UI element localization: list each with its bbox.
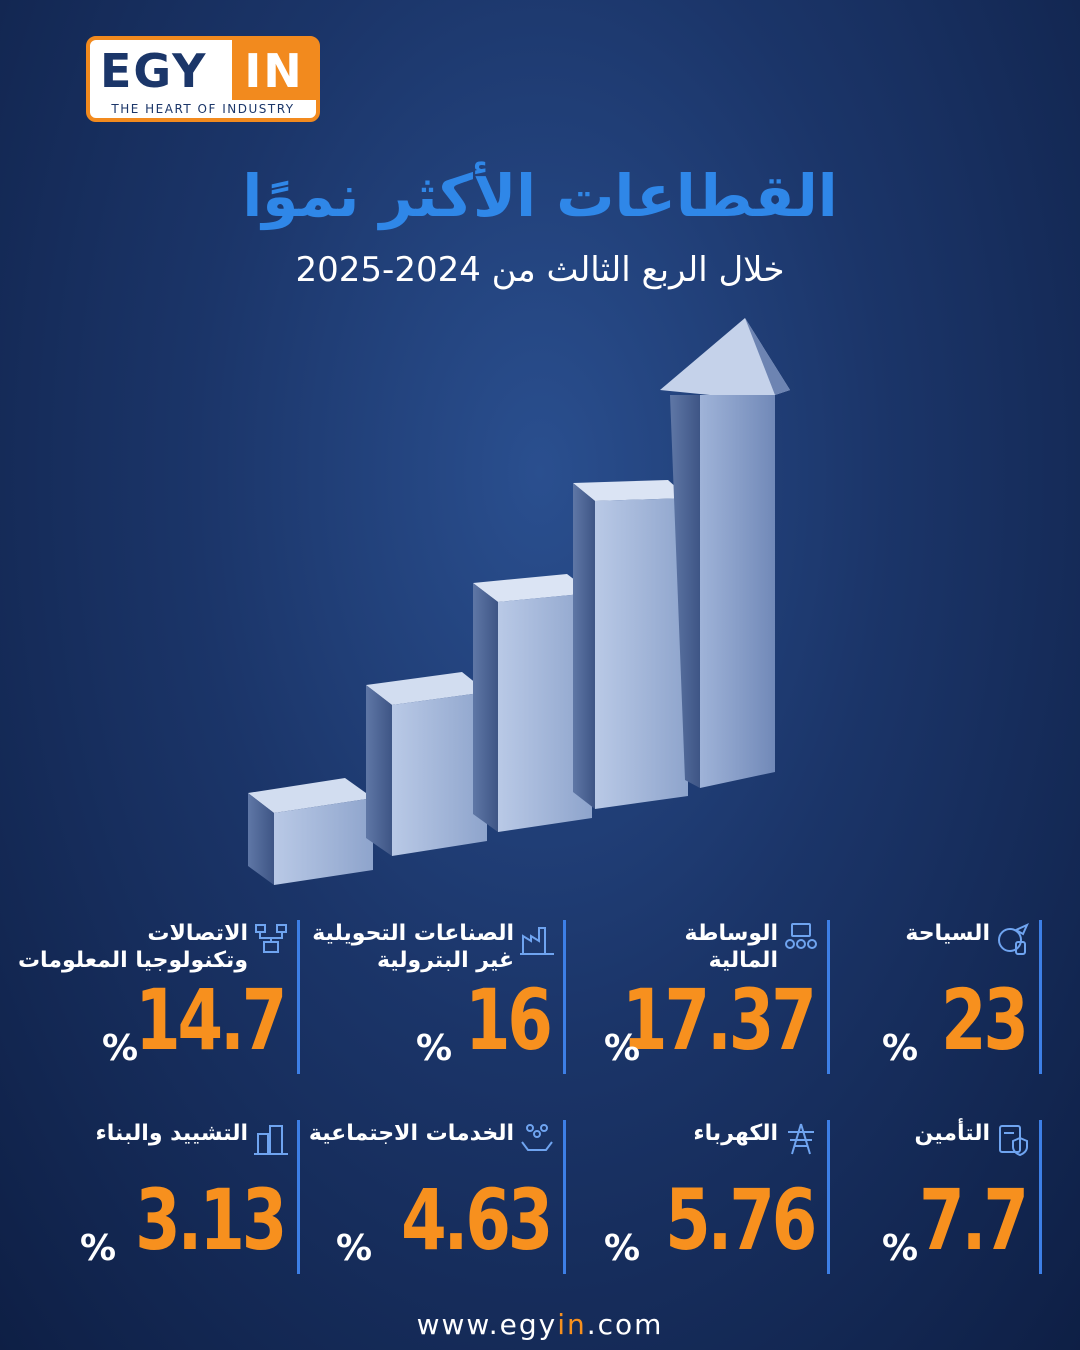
stat-divider — [297, 920, 300, 1074]
bar-3 — [473, 574, 592, 832]
construction-icon — [254, 1125, 288, 1155]
stat-divider — [563, 920, 566, 1074]
stat-social-services: الخدمات الاجتماعية 4.63 % — [309, 1120, 566, 1276]
stat-value: 16 — [465, 971, 553, 1069]
stat-tourism: السياحة 23 % — [790, 920, 1042, 1076]
stat-value: 3.13 — [134, 1171, 287, 1269]
stat-divider — [827, 920, 830, 1074]
percent-sign: % — [416, 1028, 453, 1069]
percent-sign: % — [604, 1228, 641, 1269]
stat-label: السياحة — [905, 921, 990, 946]
stat-label: الاتصالات وتكنولوجيا المعلومات — [17, 921, 248, 973]
factory-icon — [520, 927, 554, 955]
stat-label: التشييد والبناء — [95, 1121, 248, 1146]
finance-icon — [785, 923, 817, 949]
arrow-bar — [660, 318, 790, 788]
bar-1 — [248, 778, 373, 885]
bar-4 — [573, 480, 688, 809]
stat-electricity: الكهرباء 5.76 % — [578, 1120, 830, 1276]
url-part: www.egy — [416, 1308, 558, 1341]
logo-tagline: THE HEART OF INDUSTRY — [111, 102, 295, 116]
power-tower-icon — [788, 1123, 814, 1155]
logo-egy-text: EGY — [100, 44, 208, 98]
stat-value: 5.76 — [664, 1171, 817, 1269]
stat-value: 17.37 — [622, 971, 817, 1069]
stat-financial-intermediation: الوساطة المالية 17.37 % — [578, 920, 830, 1076]
network-icon — [255, 924, 287, 953]
page-title: القطاعات الأكثر نموًا — [242, 162, 838, 230]
stat-ict: الاتصالات وتكنولوجيا المعلومات 14.7 % — [0, 920, 300, 1076]
insurance-icon — [999, 1125, 1028, 1156]
stat-label: الصناعات التحويلية غير البترولية — [312, 921, 514, 973]
stat-value: 4.63 — [400, 1171, 553, 1269]
stat-label: التأمين — [914, 1121, 990, 1146]
stat-value: 23 — [941, 971, 1029, 1069]
percent-sign: % — [80, 1228, 117, 1269]
website-url[interactable]: www.egyin.com — [0, 1308, 1080, 1341]
stat-divider — [827, 1120, 830, 1274]
social-icon — [521, 1124, 553, 1151]
url-highlight: in — [557, 1308, 587, 1341]
brand-logo: EGY IN THE HEART OF INDUSTRY — [86, 36, 320, 122]
stat-construction: التشييد والبناء 3.13 % — [0, 1120, 300, 1276]
stat-divider — [1039, 1120, 1042, 1274]
url-part: .com — [586, 1308, 664, 1341]
stat-label: الخدمات الاجتماعية — [308, 1121, 514, 1146]
percent-sign: % — [604, 1028, 641, 1069]
stat-divider — [1039, 920, 1042, 1074]
growth-bars-illustration — [248, 318, 790, 885]
percent-sign: % — [882, 1028, 919, 1069]
logo-in-box: IN — [232, 40, 316, 100]
stat-insurance: التأمين 7.7 % — [790, 1120, 1042, 1276]
stat-divider — [563, 1120, 566, 1274]
logo-in-text: IN — [244, 44, 304, 98]
bar-2 — [366, 672, 487, 856]
tourism-icon — [998, 923, 1029, 955]
stat-value: 7.7 — [919, 1171, 1029, 1269]
page-subtitle: خلال الربع الثالث من 2024-2025 — [295, 250, 785, 290]
percent-sign: % — [102, 1028, 139, 1069]
stat-value: 14.7 — [134, 971, 287, 1069]
stat-label: الكهرباء — [693, 1121, 778, 1146]
stat-label: الوساطة المالية — [684, 921, 778, 973]
percent-sign: % — [882, 1228, 919, 1269]
stat-non-oil-manufacturing: الصناعات التحويلية غير البترولية 16 % — [310, 920, 566, 1076]
stat-divider — [297, 1120, 300, 1274]
percent-sign: % — [336, 1228, 373, 1269]
